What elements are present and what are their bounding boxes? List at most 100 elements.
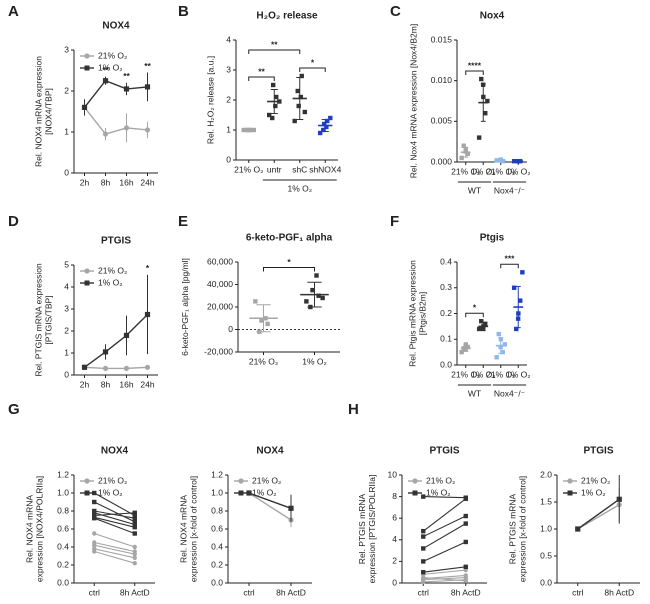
legend-marker	[84, 268, 90, 274]
pair-line	[94, 512, 135, 517]
marker	[421, 494, 426, 499]
y-axis-label: expression [PTGIS/POLRIIa]	[367, 475, 377, 584]
x-tick-label: 24h	[140, 177, 154, 187]
point	[502, 342, 508, 347]
legend-label: 21% O₂	[252, 475, 281, 485]
y-tick-label: 0.5	[540, 550, 552, 560]
legend-marker	[84, 65, 90, 71]
marker	[123, 125, 130, 131]
y-tick-label: 3	[64, 44, 69, 54]
marker	[132, 555, 137, 560]
y-tick-label: 0.4	[440, 256, 452, 266]
panel-letter: G	[8, 401, 20, 418]
point	[316, 293, 321, 298]
marker	[92, 549, 97, 554]
legend-label: 1% O₂	[98, 62, 123, 72]
marker	[144, 364, 151, 370]
pair-line	[94, 544, 135, 555]
point	[500, 349, 505, 355]
point	[273, 103, 278, 109]
marker	[92, 516, 97, 521]
group-label: 1% O₂	[287, 183, 312, 193]
x-tick-label: 21% O₂	[486, 166, 515, 176]
chart-title: H₂O₂ release	[256, 11, 318, 22]
pair-line	[94, 516, 135, 528]
marker	[144, 311, 151, 318]
point	[465, 344, 470, 350]
y-tick-label: 0	[64, 167, 69, 177]
panel-letter: A	[8, 3, 19, 20]
x-tick-label: 21% O₂	[249, 356, 278, 366]
x-tick-label: 24h	[140, 379, 154, 389]
y-axis-label: Rel. NOX4 mRNA expression	[34, 56, 44, 167]
point	[270, 115, 275, 121]
bracket	[263, 267, 315, 272]
pair-line	[94, 548, 135, 559]
marker	[463, 496, 468, 501]
y-tick-label: 1.0	[211, 487, 223, 497]
y-tick-label: 0.0	[211, 577, 223, 587]
x-tick-label: 16h	[119, 379, 133, 389]
chart-title: PTGIS	[101, 236, 131, 247]
pair-line	[94, 501, 135, 523]
y-axis-label: Rel. PTGIS mRNA expression	[34, 263, 44, 377]
y-tick-label: 3	[64, 303, 69, 313]
x-tick-label: untr	[267, 164, 282, 174]
y-axis-label: Rel. Ptgis mRNA expression	[407, 260, 417, 367]
marker	[421, 575, 426, 580]
x-tick-label: 21% O₂	[486, 369, 515, 379]
marker	[81, 104, 88, 110]
legend-label: 1% O₂	[426, 487, 451, 497]
series-line	[83, 106, 148, 135]
y-axis-label: Rel. NOX4 mRNA	[24, 495, 34, 563]
legend-label: 21% O₂	[581, 475, 610, 485]
legend-marker	[567, 490, 573, 496]
point	[296, 103, 301, 109]
y-tick-label: 4	[226, 34, 231, 44]
point	[304, 299, 309, 304]
y-axis-label: [NOX4/TBP]	[44, 88, 54, 135]
y-tick-label: 0	[228, 324, 233, 334]
point	[483, 321, 488, 326]
series-line	[577, 498, 620, 530]
point	[253, 299, 258, 304]
significance: **	[271, 39, 278, 49]
y-tick-label: 0.8	[211, 505, 223, 515]
group-label: Nox4⁻/⁻	[494, 185, 526, 195]
marker	[616, 496, 622, 502]
y-axis-label: Rel. NOX4 mRNA	[178, 495, 188, 563]
point	[270, 82, 276, 88]
x-tick-label: 21% O₂	[234, 164, 263, 174]
chart-title: Ptgis	[480, 233, 505, 244]
point	[463, 342, 469, 347]
y-axis-label: [Ptgis/B2m]	[417, 292, 427, 335]
panel-letter: C	[390, 3, 401, 20]
marker	[463, 578, 468, 584]
pair-line	[94, 532, 135, 548]
significance: **	[144, 61, 151, 71]
y-tick-label: 10	[388, 469, 398, 479]
point	[476, 326, 482, 332]
significance: ****	[468, 60, 482, 70]
y-tick-label: 1.0	[540, 523, 552, 533]
point	[459, 155, 464, 161]
marker	[102, 78, 109, 84]
panel-letter: H	[348, 401, 359, 418]
point	[496, 331, 501, 337]
bracket	[299, 67, 326, 72]
y-tick-label: 3	[226, 64, 231, 74]
y-tick-label: 20,000	[207, 301, 233, 311]
x-tick-label: 8h ActD	[276, 587, 306, 597]
marker	[132, 510, 137, 515]
marker	[421, 528, 426, 534]
series-line	[84, 366, 148, 370]
y-tick-label: 0.1	[440, 334, 452, 344]
marker	[92, 490, 97, 496]
legend-label: 21% O₂	[98, 265, 127, 275]
legend-label: 1% O₂	[252, 487, 277, 497]
marker	[132, 549, 137, 554]
y-axis-label: expression [x-fold of control]	[188, 476, 198, 582]
marker	[132, 561, 137, 566]
marker	[102, 131, 109, 137]
x-tick-label: 1% O₂	[471, 166, 496, 176]
